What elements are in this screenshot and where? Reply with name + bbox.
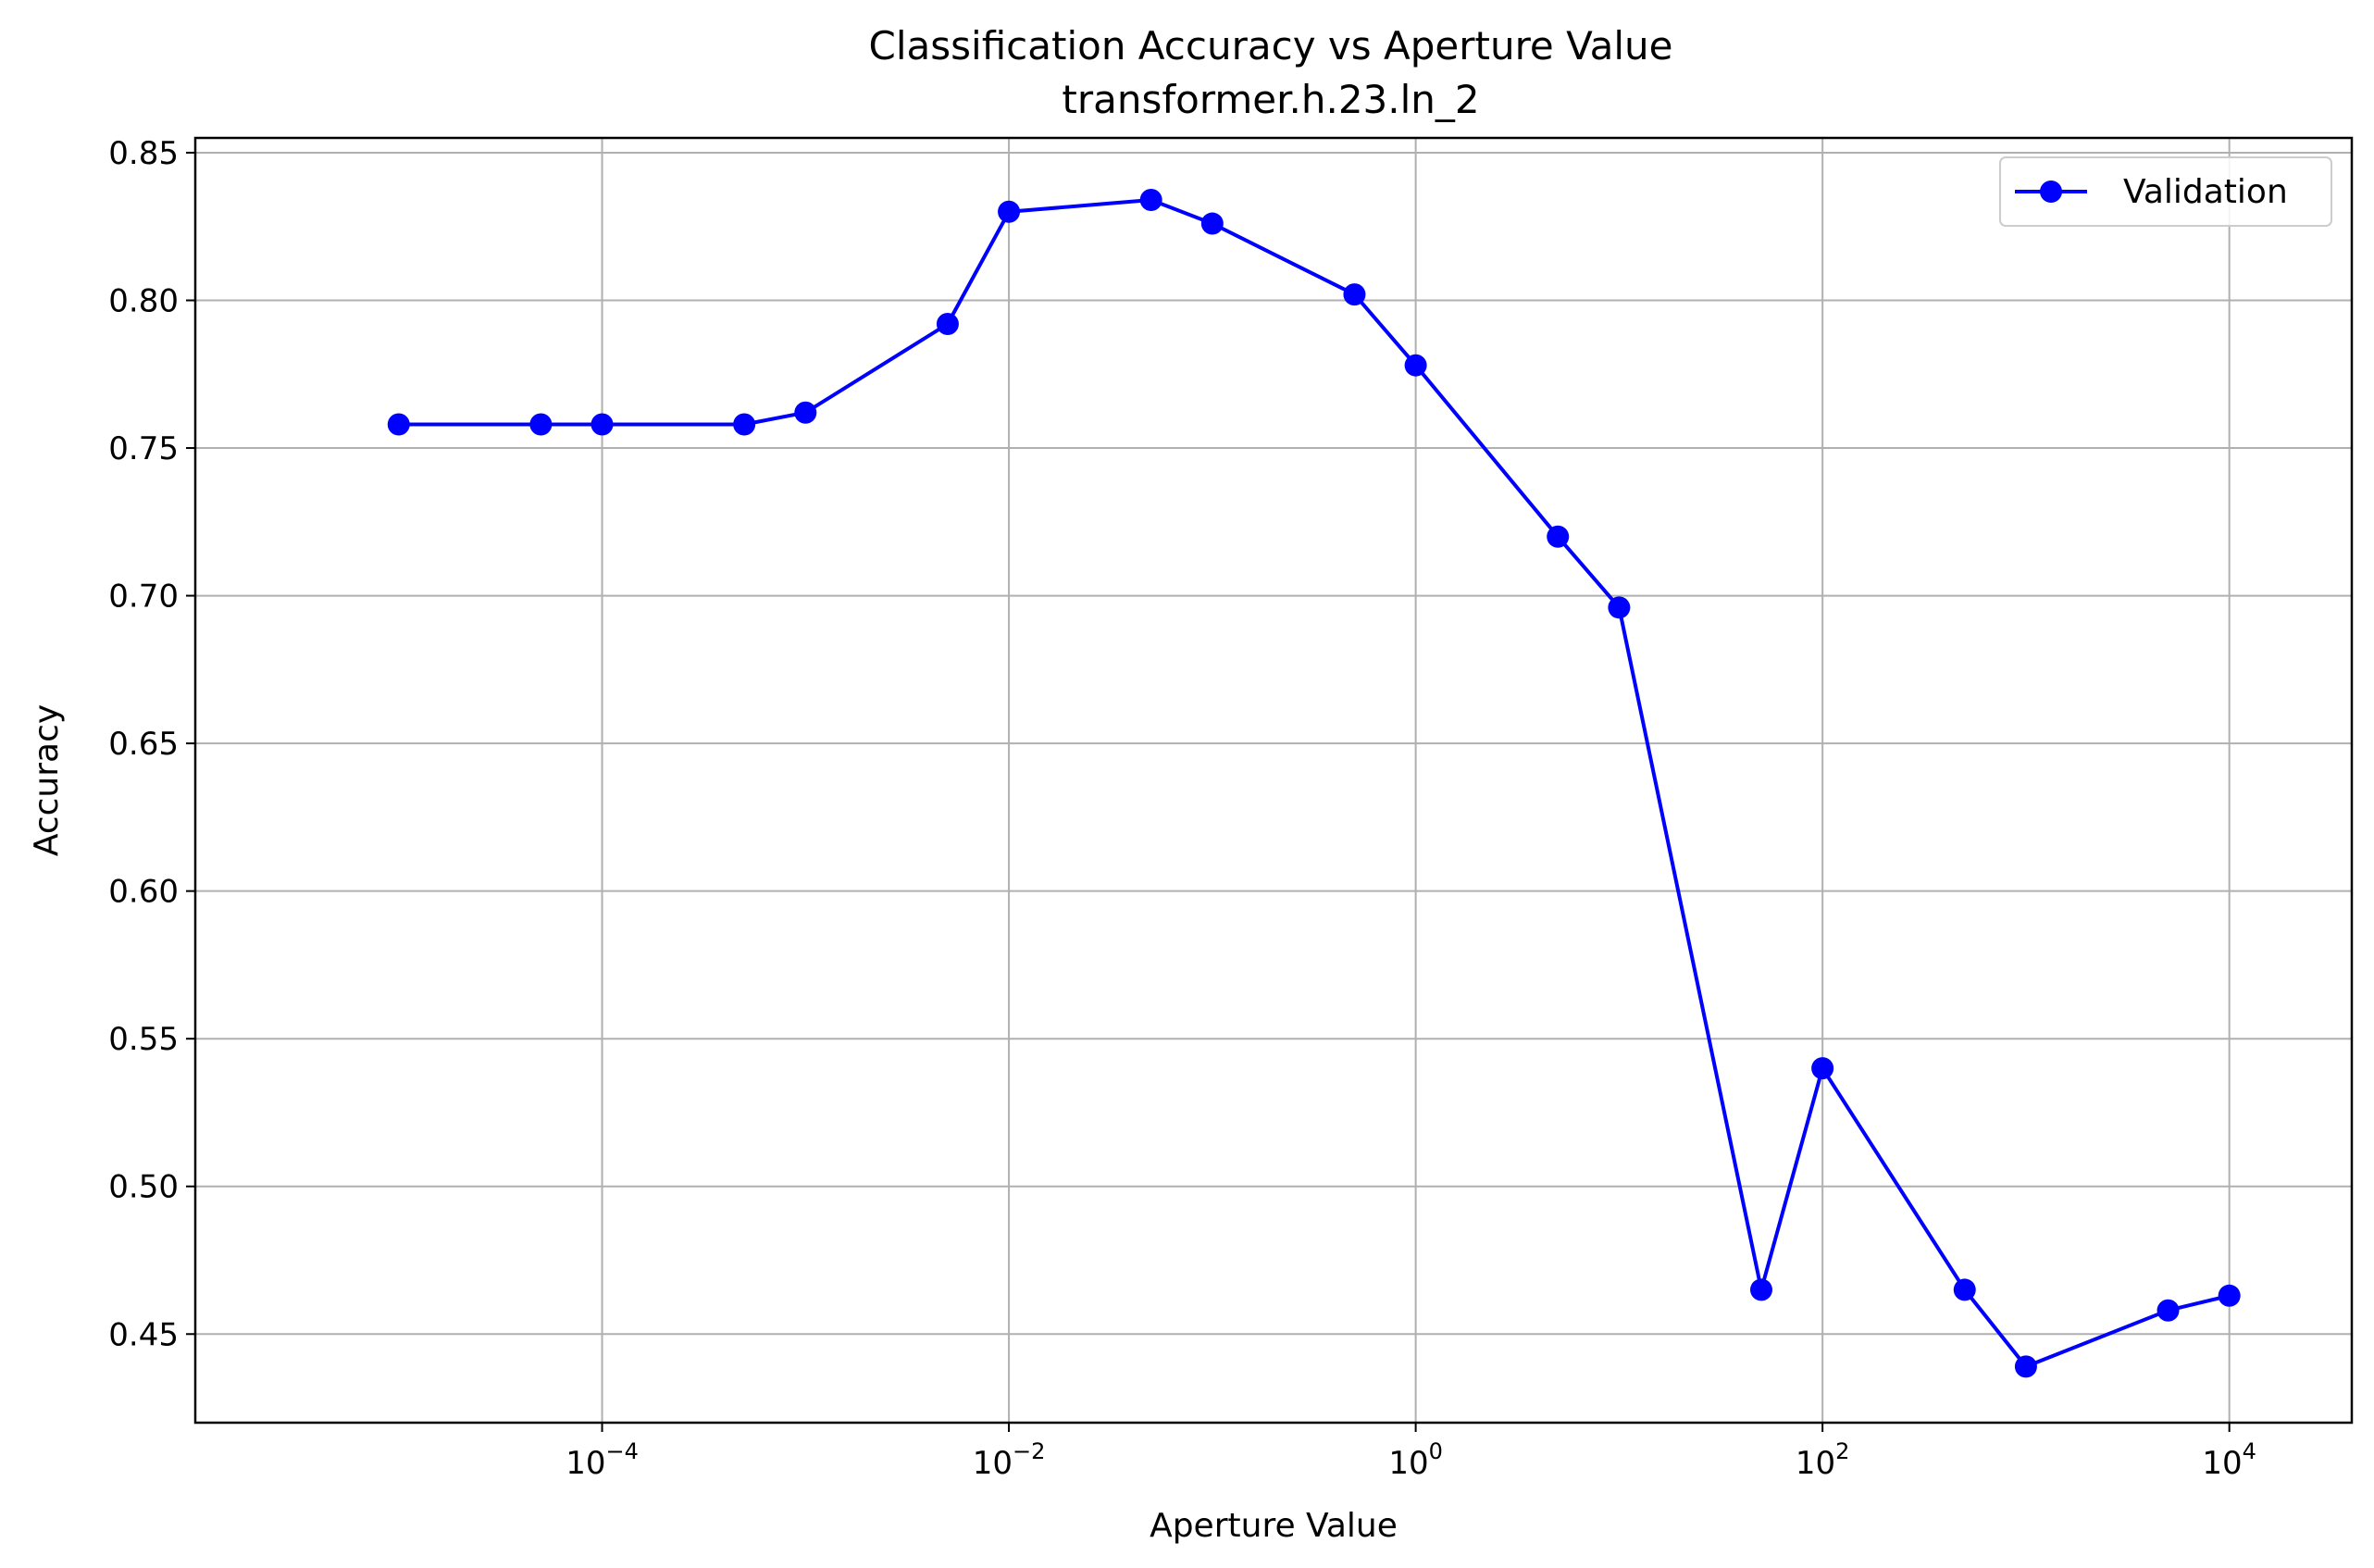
x-tick-label: 102 bbox=[1796, 1438, 1850, 1482]
legend-label-validation: Validation bbox=[2123, 173, 2288, 211]
y-tick-label: 0.85 bbox=[108, 135, 179, 172]
x-tick-exponent: 0 bbox=[1429, 1438, 1443, 1464]
x-tick-base: 10 bbox=[2202, 1445, 2242, 1482]
y-tick-label: 0.70 bbox=[108, 579, 179, 616]
data-point bbox=[936, 313, 959, 336]
x-tick-base: 10 bbox=[973, 1445, 1013, 1482]
data-point bbox=[998, 200, 1021, 223]
chart-title: Classification Accuracy vs Aperture Valu… bbox=[869, 23, 1673, 68]
data-point bbox=[387, 413, 410, 436]
x-axis-ticks: 10−4 10−2 100 102 104 bbox=[566, 1423, 2256, 1482]
x-tick-label: 10−2 bbox=[973, 1438, 1046, 1482]
data-point bbox=[1547, 525, 1570, 548]
x-tick-label: 100 bbox=[1388, 1438, 1443, 1482]
data-point bbox=[1749, 1278, 1772, 1301]
legend: Validation bbox=[1999, 156, 2332, 227]
chart-subtitle: transformer.h.23.ln_2 bbox=[1062, 77, 1479, 122]
x-tick-exponent: 4 bbox=[2243, 1438, 2256, 1464]
y-axis-ticks: 0.45 0.50 0.55 0.60 0.65 0.70 0.75 0.80 0.85 bbox=[108, 135, 195, 1353]
y-tick-label: 0.80 bbox=[108, 282, 179, 319]
x-tick-exponent: 2 bbox=[1835, 1438, 1849, 1464]
data-point bbox=[733, 413, 756, 436]
y-tick-label: 0.75 bbox=[108, 430, 179, 467]
data-point bbox=[1404, 354, 1427, 377]
y-tick-label: 0.65 bbox=[108, 726, 179, 763]
x-axis-label: Aperture Value bbox=[1150, 1507, 1398, 1545]
y-axis-label: Accuracy bbox=[28, 704, 66, 856]
x-tick-label: 10−4 bbox=[566, 1438, 639, 1482]
x-tick-base: 10 bbox=[1796, 1445, 1835, 1482]
grid-lines bbox=[195, 138, 2352, 1423]
data-point bbox=[2156, 1299, 2180, 1322]
data-point bbox=[2014, 1355, 2037, 1378]
data-point bbox=[1343, 283, 1366, 306]
plot-area-frame bbox=[193, 136, 2354, 1425]
data-point bbox=[794, 401, 817, 424]
y-tick-label: 0.45 bbox=[108, 1316, 179, 1353]
legend-marker-swatch bbox=[2040, 180, 2062, 203]
x-tick-base: 10 bbox=[1388, 1445, 1428, 1482]
data-point bbox=[1811, 1057, 1834, 1080]
y-tick-label: 0.50 bbox=[108, 1169, 179, 1206]
x-tick-label: 104 bbox=[2202, 1438, 2256, 1482]
legend-frame bbox=[1999, 156, 2332, 227]
data-point bbox=[590, 413, 614, 436]
x-tick-base: 10 bbox=[566, 1445, 605, 1482]
x-tick-exponent: −4 bbox=[605, 1438, 638, 1464]
x-tick-exponent: −2 bbox=[1013, 1438, 1045, 1464]
y-tick-label: 0.55 bbox=[108, 1021, 179, 1058]
y-tick-label: 0.60 bbox=[108, 874, 179, 911]
data-point bbox=[529, 413, 553, 436]
data-point bbox=[1608, 596, 1631, 619]
data-point bbox=[1200, 212, 1224, 235]
data-point bbox=[1953, 1278, 1976, 1301]
data-point bbox=[2218, 1284, 2241, 1307]
series-validation bbox=[387, 189, 2241, 1378]
data-point bbox=[1139, 189, 1162, 212]
